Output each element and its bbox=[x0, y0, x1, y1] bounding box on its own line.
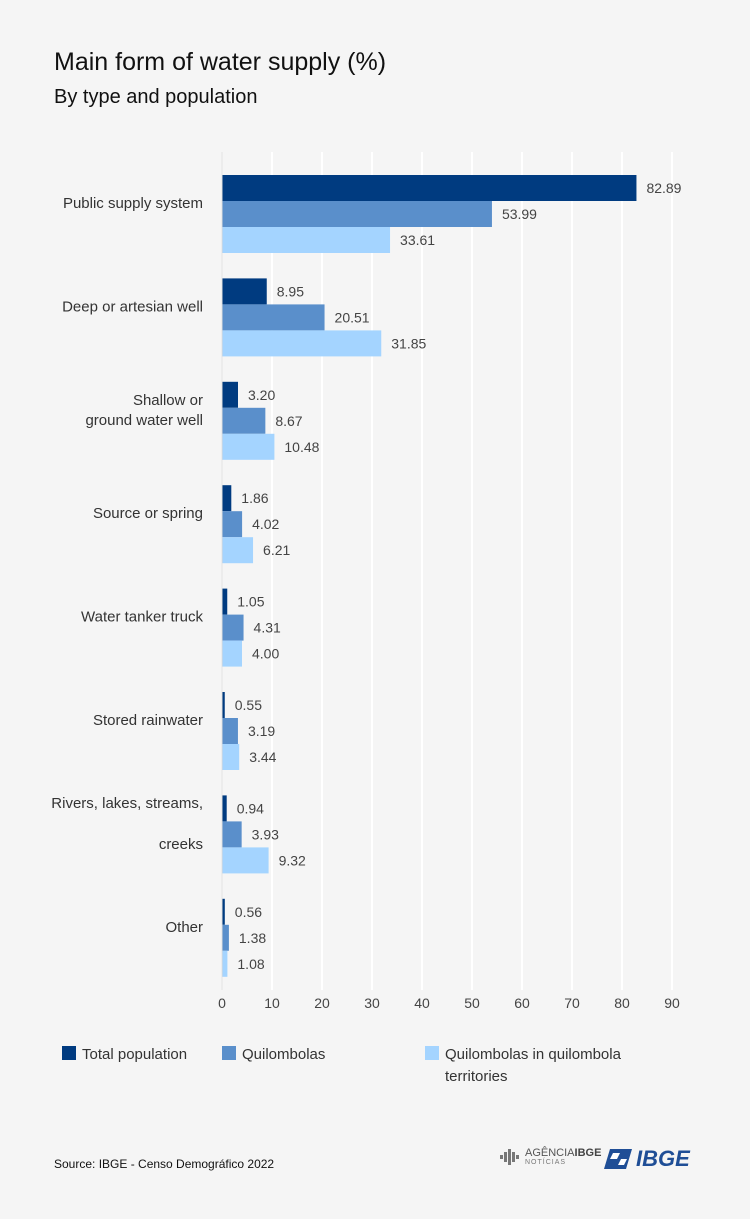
bar-6-2 bbox=[222, 847, 269, 874]
bar-2-1 bbox=[222, 407, 266, 434]
x-tick-label-90: 90 bbox=[664, 995, 680, 1011]
legend-item-total: Total population bbox=[62, 1044, 187, 1066]
bar-1-2 bbox=[222, 330, 382, 357]
x-tick-label-30: 30 bbox=[364, 995, 380, 1011]
category-label-2-line1: ground water well bbox=[85, 412, 203, 429]
x-tick-label-0: 0 bbox=[218, 995, 226, 1011]
category-label-4: Water tanker truck bbox=[81, 609, 203, 626]
data-label-5-2: 3.44 bbox=[249, 749, 276, 765]
data-label-1-1: 20.51 bbox=[335, 309, 370, 325]
bar-3-0 bbox=[222, 485, 232, 512]
legend-swatch-quilombolas bbox=[222, 1046, 236, 1060]
data-label-4-1: 4.31 bbox=[254, 620, 281, 636]
category-label-3: Source or spring bbox=[93, 505, 203, 522]
data-label-3-2: 6.21 bbox=[263, 542, 290, 558]
bar-0-0 bbox=[222, 175, 637, 201]
ibge-wordmark: IBGE bbox=[636, 1146, 690, 1171]
x-tick-label-50: 50 bbox=[464, 995, 480, 1011]
x-tick-label-60: 60 bbox=[514, 995, 530, 1011]
data-label-6-0: 0.94 bbox=[237, 800, 264, 816]
bar-7-0 bbox=[222, 898, 225, 925]
data-label-4-0: 1.05 bbox=[237, 594, 264, 610]
x-tick-label-20: 20 bbox=[314, 995, 330, 1011]
bar-0-2 bbox=[222, 227, 391, 253]
data-label-5-1: 3.19 bbox=[248, 723, 275, 739]
source-note: Source: IBGE - Censo Demográfico 2022 bbox=[54, 1157, 275, 1171]
bar-chart: 0 10 20 30 40 50 60 70 80 90 82.89 53.99 33.61 Public… bbox=[51, 152, 682, 1011]
bar-1-0 bbox=[222, 278, 267, 305]
x-tick-label-10: 10 bbox=[264, 995, 280, 1011]
data-label-0-2: 33.61 bbox=[400, 232, 435, 248]
chart-title: Main form of water supply (%) bbox=[54, 48, 387, 76]
bar-3-1 bbox=[222, 511, 243, 538]
data-label-5-0: 0.55 bbox=[235, 697, 262, 713]
bar-7-2 bbox=[222, 950, 228, 977]
data-label-6-1: 3.93 bbox=[252, 826, 279, 842]
bar-4-2 bbox=[222, 640, 242, 667]
data-label-3-1: 4.02 bbox=[252, 516, 279, 532]
data-label-0-0: 82.89 bbox=[646, 180, 681, 196]
bar-2-0 bbox=[222, 381, 238, 408]
category-label-1: Deep or artesian well bbox=[62, 298, 203, 315]
ibge-mark-icon bbox=[604, 1149, 632, 1169]
data-label-2-2: 10.48 bbox=[284, 439, 319, 455]
legend-label-territories-line2: territories bbox=[445, 1068, 508, 1085]
data-label-4-2: 4.00 bbox=[252, 646, 279, 662]
data-label-7-0: 0.56 bbox=[235, 904, 262, 920]
category-label-0: Public supply system bbox=[63, 195, 203, 212]
bar-5-0 bbox=[222, 692, 225, 718]
agencia-noticias-word: NOTÍCIAS bbox=[525, 1159, 567, 1166]
x-tick-label-80: 80 bbox=[614, 995, 630, 1011]
legend-label-quilombolas: Quilombolas bbox=[242, 1046, 326, 1063]
bar-5-1 bbox=[222, 718, 238, 744]
bar-4-0 bbox=[222, 588, 228, 615]
bar-6-0 bbox=[222, 795, 227, 822]
agencia-ibge-word: IBGE bbox=[574, 1147, 602, 1159]
legend-label-territories: Quilombolas in quilombola territories bbox=[445, 1044, 621, 1088]
legend-swatch-territories bbox=[425, 1046, 439, 1060]
data-label-3-0: 1.86 bbox=[241, 490, 268, 506]
data-label-1-0: 8.95 bbox=[277, 283, 304, 299]
ibge-logo: IBGE bbox=[604, 1146, 690, 1172]
category-label-7: Other bbox=[165, 919, 203, 936]
bar-0-1 bbox=[222, 201, 492, 227]
data-label-2-0: 3.20 bbox=[248, 387, 275, 403]
data-label-1-2: 31.85 bbox=[391, 335, 426, 351]
bar-5-2 bbox=[222, 744, 240, 770]
legend-label-territories-line1: Quilombolas in quilombola bbox=[445, 1046, 621, 1063]
data-label-0-1: 53.99 bbox=[502, 206, 537, 222]
category-label-5: Stored rainwater bbox=[93, 712, 203, 729]
bar-1-1 bbox=[222, 304, 325, 331]
data-label-7-1: 1.38 bbox=[239, 930, 266, 946]
legend-swatch-total bbox=[62, 1046, 76, 1060]
legend-item-quilombolas: Quilombolas bbox=[222, 1044, 325, 1066]
agencia-word: AGÊNCIA bbox=[525, 1147, 575, 1159]
data-label-7-2: 1.08 bbox=[237, 956, 264, 972]
bar-7-1 bbox=[222, 924, 229, 951]
x-tick-label-70: 70 bbox=[564, 995, 580, 1011]
agencia-ibge-logo: AGÊNCIAIBGE NOTÍCIAS bbox=[500, 1148, 601, 1166]
bar-6-1 bbox=[222, 821, 242, 848]
data-label-6-2: 9.32 bbox=[279, 852, 306, 868]
agencia-mark-icon bbox=[500, 1149, 519, 1165]
category-label-2-line0: Shallow or bbox=[133, 392, 203, 409]
x-tick-label-40: 40 bbox=[414, 995, 430, 1011]
chart-subtitle: By type and population bbox=[54, 86, 258, 108]
bar-3-2 bbox=[222, 537, 254, 564]
legend-item-territories: Quilombolas in quilombola territories bbox=[425, 1044, 621, 1088]
category-label-6-line1: creeks bbox=[159, 836, 203, 853]
data-label-2-1: 8.67 bbox=[275, 413, 302, 429]
legend-label-total: Total population bbox=[82, 1046, 188, 1063]
bar-4-1 bbox=[222, 614, 244, 641]
bar-2-2 bbox=[222, 433, 275, 460]
category-label-6-line0: Rivers, lakes, streams, bbox=[51, 795, 203, 812]
